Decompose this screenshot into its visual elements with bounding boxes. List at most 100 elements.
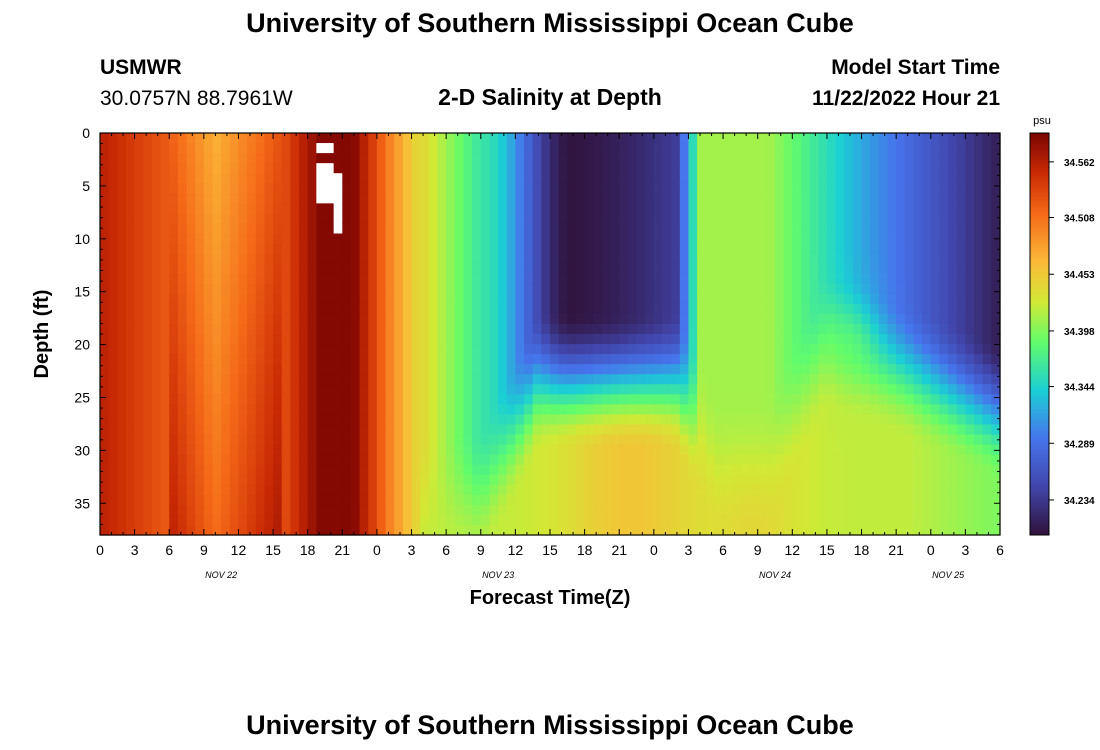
heatmap-cell [307, 454, 317, 466]
heatmap-cell [550, 143, 560, 154]
heatmap-cell [619, 404, 629, 415]
heatmap-cell [100, 344, 110, 355]
heatmap-cell [870, 334, 880, 345]
heatmap-cell [792, 133, 802, 144]
heatmap-cell [896, 424, 906, 436]
heatmap-cell [281, 223, 291, 235]
heatmap-cell [160, 303, 170, 315]
heatmap-cell [203, 434, 214, 446]
heatmap-cell [454, 133, 465, 144]
heatmap-cell [125, 143, 136, 154]
heatmap-cell [221, 273, 231, 285]
heatmap-cell [974, 424, 984, 436]
heatmap-cell [238, 394, 248, 405]
heatmap-cell [221, 163, 231, 174]
heatmap-cell [446, 323, 456, 335]
heatmap-cell [160, 414, 170, 426]
heatmap-cell [498, 293, 508, 305]
heatmap-cell [221, 213, 231, 225]
heatmap-cell [515, 213, 525, 225]
heatmap-cell [195, 434, 205, 446]
heatmap-cell [671, 323, 681, 335]
heatmap-cell [818, 143, 828, 154]
heatmap-cell [299, 163, 309, 174]
heatmap-cell [541, 494, 551, 506]
heatmap-cell [299, 444, 309, 456]
heatmap-cell [489, 143, 499, 154]
heatmap-cell [151, 183, 162, 194]
heatmap-cell [697, 293, 707, 305]
heatmap-cell [281, 323, 291, 335]
heatmap-cell [463, 434, 473, 446]
heatmap-cell [160, 474, 170, 486]
heatmap-cell [100, 253, 110, 265]
heatmap-cell [255, 454, 266, 466]
heatmap-cell [532, 474, 542, 486]
heatmap-cell [428, 474, 439, 486]
heatmap-cell [550, 213, 560, 225]
heatmap-cell [800, 143, 811, 154]
heatmap-cell [472, 414, 482, 426]
heatmap-cell [437, 394, 447, 405]
heatmap-cell [749, 514, 759, 526]
heatmap-cell [645, 444, 655, 456]
heatmap-cell [143, 394, 153, 405]
heatmap-cell [394, 464, 404, 476]
heatmap-cell [108, 424, 118, 436]
heatmap-cell [792, 364, 802, 375]
heatmap-cell [757, 133, 767, 144]
heatmap-cell [870, 183, 880, 194]
heatmap-cell [775, 424, 785, 436]
heatmap-cell [775, 143, 785, 154]
heatmap-cell [203, 524, 214, 536]
heatmap-cell [169, 504, 179, 516]
station-coordinates: 30.0757N 88.7961W [100, 87, 293, 110]
heatmap-cell [299, 303, 309, 315]
heatmap-cell [593, 243, 603, 255]
heatmap-cell [143, 283, 153, 295]
heatmap-cell [982, 514, 992, 526]
heatmap-cell [835, 203, 845, 214]
heatmap-cell [394, 213, 404, 225]
heatmap-cell [627, 504, 638, 516]
heatmap-cell [636, 143, 646, 154]
heatmap-cell [463, 183, 473, 194]
heatmap-cell [749, 233, 759, 245]
heatmap-cell [697, 354, 707, 365]
heatmap-cell [273, 334, 283, 345]
heatmap-cell [593, 394, 603, 405]
heatmap-cell [922, 303, 932, 315]
heatmap-cell [203, 133, 214, 144]
heatmap-cell [627, 243, 638, 255]
heatmap-cell [766, 484, 776, 496]
heatmap-cell [965, 303, 975, 315]
heatmap-cell [342, 334, 352, 345]
heatmap-cell [783, 183, 793, 194]
heatmap-cell [325, 313, 335, 325]
heatmap-cell [567, 354, 577, 365]
heatmap-cell [100, 183, 110, 194]
heatmap-cell [307, 524, 317, 536]
heatmap-cell [307, 364, 317, 375]
heatmap-cell [982, 434, 992, 446]
heatmap-cell [757, 484, 767, 496]
heatmap-cell [939, 133, 949, 144]
heatmap-cell [558, 283, 568, 295]
heatmap-cell [273, 313, 283, 325]
heatmap-cell [229, 153, 240, 164]
heatmap-cell [350, 183, 361, 194]
heatmap-cell [100, 354, 110, 365]
heatmap-cell [861, 313, 871, 325]
heatmap-cell [627, 233, 638, 245]
heatmap-cell [679, 454, 690, 466]
x-tick-label: 21 [611, 542, 627, 558]
heatmap-cell [800, 434, 811, 446]
heatmap-cell [480, 364, 491, 375]
heatmap-cell [619, 303, 629, 315]
heatmap-cell [247, 524, 257, 536]
heatmap-cell [697, 454, 707, 466]
heatmap-cell [775, 504, 785, 516]
heatmap-cell [186, 494, 196, 506]
heatmap-cell [489, 424, 499, 436]
heatmap-cell [982, 524, 992, 536]
